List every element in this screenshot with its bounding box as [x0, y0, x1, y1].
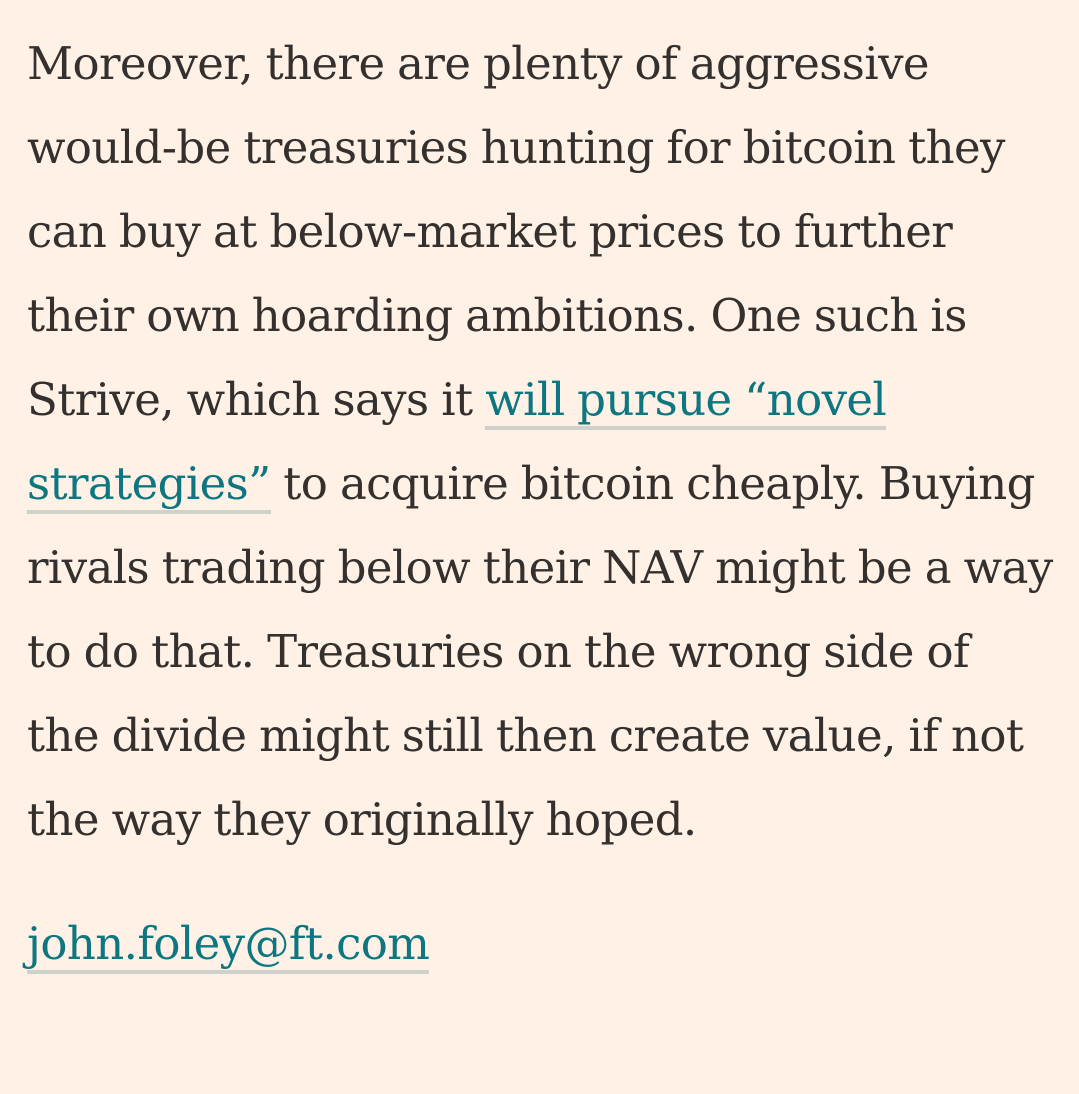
author-contact: john.foley@ft.com: [27, 902, 1053, 986]
article-body: Moreover, there are plenty of aggressive…: [27, 22, 1053, 986]
paragraph-text-after-link: to acquire bitcoin cheaply. Buying rival…: [27, 457, 1053, 846]
author-email-link[interactable]: john.foley@ft.com: [27, 917, 430, 974]
novel-strategies-link[interactable]: will pursue “novel strategies”: [27, 373, 887, 514]
paragraph-text-before-link: Moreover, there are plenty of aggressive…: [27, 37, 1005, 426]
article-paragraph: Moreover, there are plenty of aggressive…: [27, 22, 1053, 862]
